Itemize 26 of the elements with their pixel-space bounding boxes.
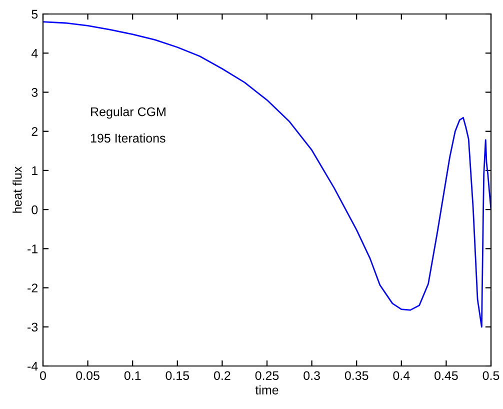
x-tick-label: 0.25 [255,371,279,380]
y-tick-label: 1 [32,166,38,175]
y-tick-label: -3 [28,322,38,332]
x-tick-label: 0.5 [482,371,500,380]
y-axis-title: heat flux [12,166,22,213]
x-tick-label: 0.4 [393,371,410,380]
y-tick-label: 3 [32,88,38,97]
x-tick-label: 0.2 [214,371,230,380]
annotation: Regular CGM [91,107,166,119]
x-axis-title: time [255,385,278,394]
y-tick-label: 0 [32,205,38,214]
y-tick-label: -4 [28,362,38,371]
x-tick-label: 0.05 [76,371,100,380]
annotation: 195 Iterations [90,133,166,143]
x-tick-label: 0.45 [434,371,458,380]
line-series [43,21,491,328]
y-tick-label: 2 [32,127,38,136]
x-tick-label: 0 [40,371,46,380]
x-tick-label: 0.3 [304,371,320,380]
y-tick-label: 5 [32,10,38,19]
x-tick-label: 0.35 [344,371,368,380]
y-tick-label: -2 [28,284,38,292]
x-tick-label: 0.1 [124,371,141,380]
y-tick-label: -1 [28,244,38,254]
x-tick-label: 0.15 [166,371,190,380]
y-tick-label: 4 [31,49,38,58]
